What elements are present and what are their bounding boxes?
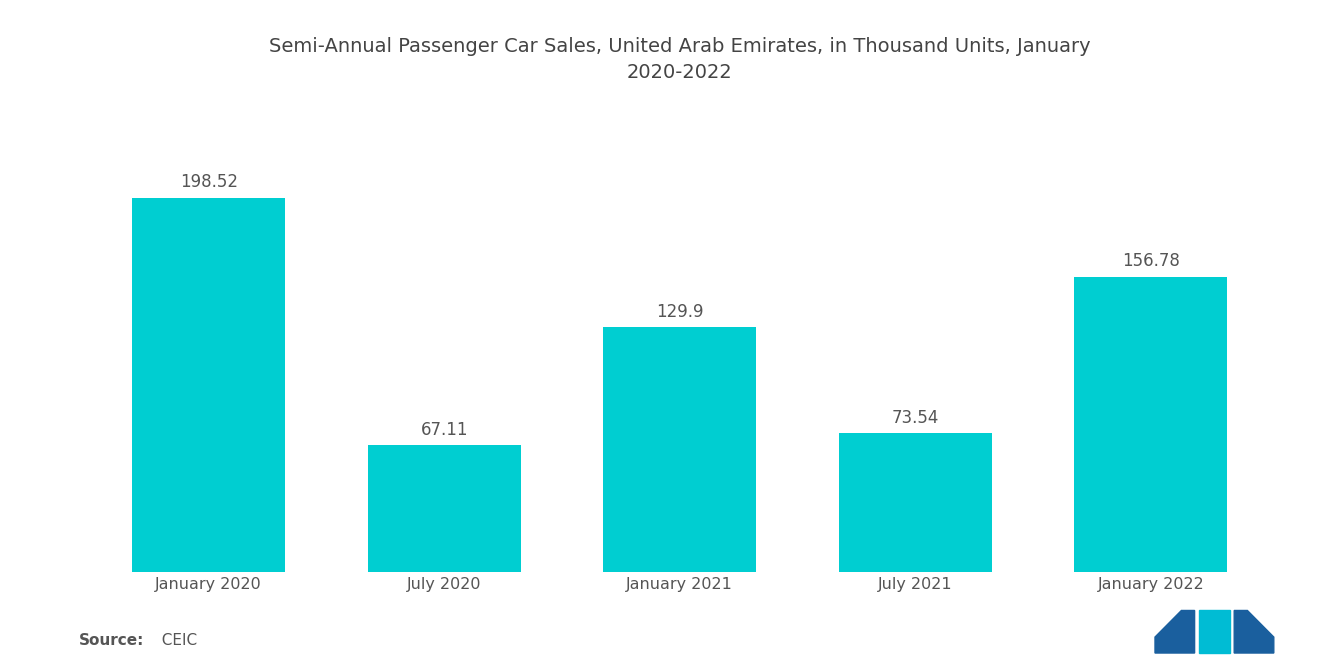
Bar — [132, 198, 285, 572]
Bar — [838, 434, 991, 572]
Text: CEIC: CEIC — [152, 633, 197, 648]
Text: Source:: Source: — [79, 633, 145, 648]
Text: 73.54: 73.54 — [891, 409, 939, 427]
Bar — [1074, 277, 1228, 572]
Bar — [368, 446, 521, 572]
Polygon shape — [1199, 610, 1230, 653]
Text: 67.11: 67.11 — [421, 421, 469, 439]
Text: 156.78: 156.78 — [1122, 252, 1180, 270]
Text: 198.52: 198.52 — [180, 174, 238, 192]
Title: Semi-Annual Passenger Car Sales, United Arab Emirates, in Thousand Units, Januar: Semi-Annual Passenger Car Sales, United … — [269, 37, 1090, 82]
Bar — [603, 327, 756, 572]
Polygon shape — [1234, 610, 1274, 653]
Polygon shape — [1155, 610, 1195, 653]
Text: 129.9: 129.9 — [656, 303, 704, 321]
